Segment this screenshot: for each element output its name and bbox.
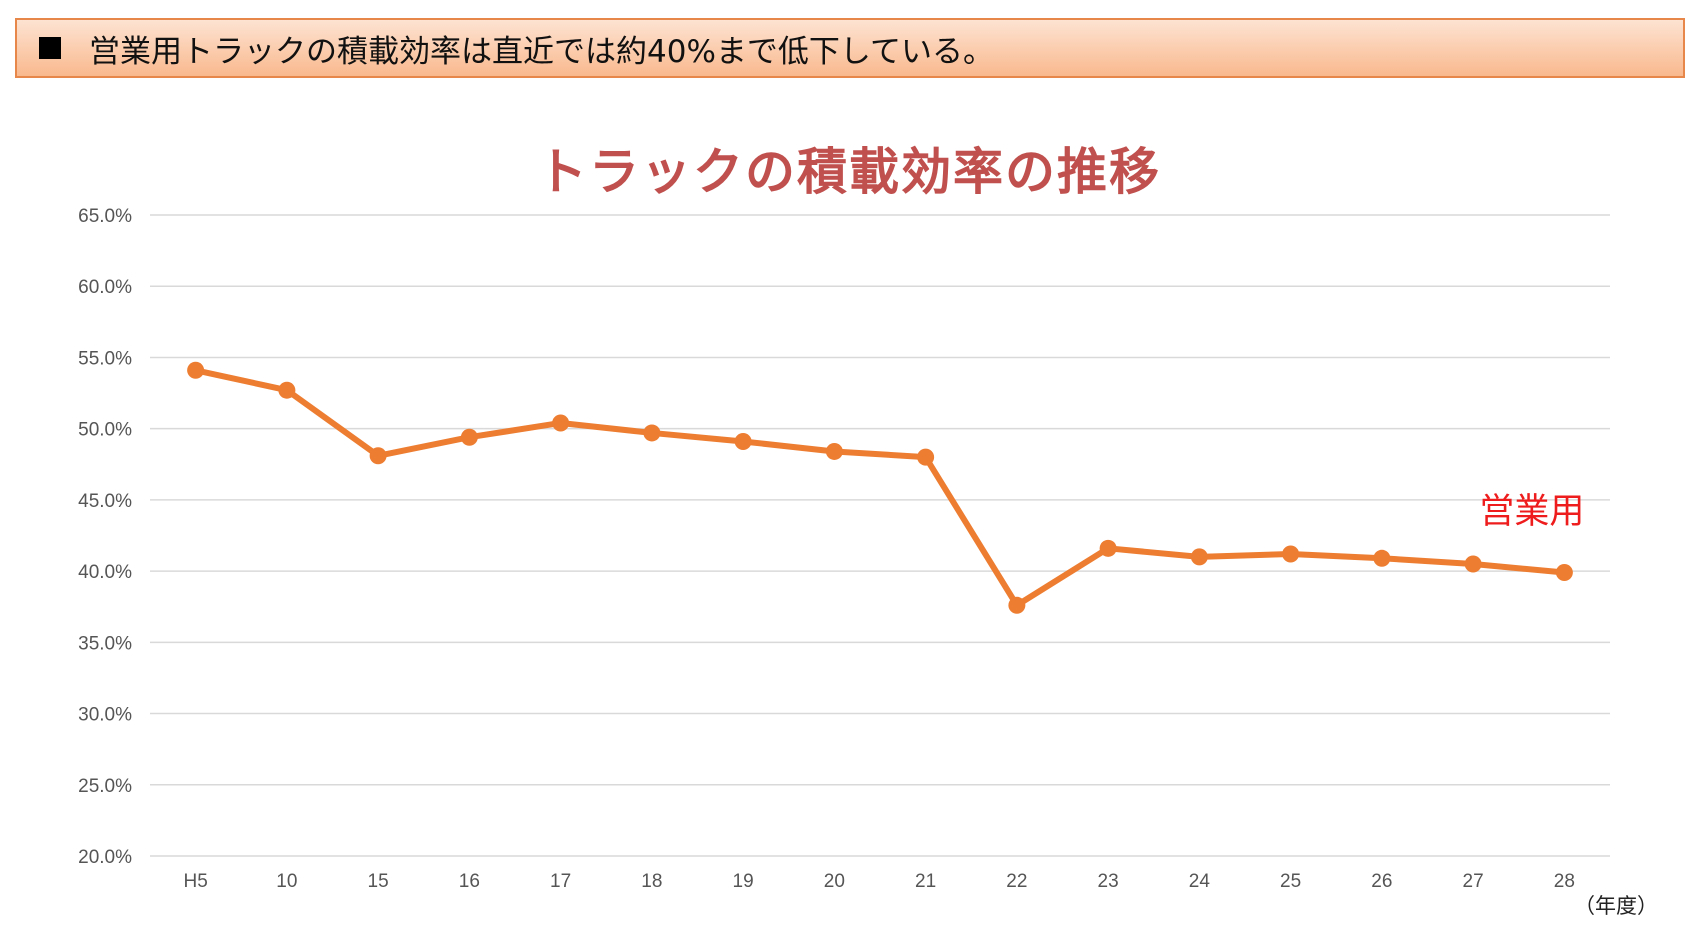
x-unit-label: （年度）	[1574, 894, 1658, 918]
x-tick-label: 25	[1280, 871, 1301, 892]
data-point	[825, 442, 843, 460]
data-point	[1555, 564, 1573, 582]
data-point	[460, 428, 478, 446]
x-tick-label: 10	[276, 871, 297, 892]
x-tick-label: 19	[733, 871, 754, 892]
x-tick-label: 24	[1189, 871, 1211, 892]
x-tick-label: 18	[641, 871, 662, 892]
data-point	[552, 414, 570, 432]
data-point	[917, 448, 935, 466]
y-tick-label: 55.0%	[78, 348, 132, 369]
data-point	[1373, 549, 1391, 567]
y-tick-label: 50.0%	[78, 420, 132, 441]
grid-lines	[150, 214, 1610, 857]
x-tick-label: 26	[1371, 871, 1392, 892]
data-point	[1008, 596, 1026, 614]
series-group	[187, 361, 1573, 614]
y-tick-label: 35.0%	[78, 633, 132, 654]
x-tick-label: 28	[1554, 871, 1575, 892]
data-point	[643, 424, 661, 442]
data-point	[187, 361, 205, 379]
banner-text: 営業用トラックの積載効率は直近では約40%まで低下している。	[89, 33, 994, 70]
x-tick-label: 22	[1006, 871, 1027, 892]
data-point	[1190, 548, 1208, 566]
y-tick-label: 65.0%	[78, 206, 132, 227]
data-point	[369, 447, 387, 465]
chart-title: トラックの積載効率の推移	[537, 143, 1161, 201]
series-line	[192, 367, 1568, 609]
x-tick-label: 23	[1098, 871, 1119, 892]
x-axis-ticks: H5 10 15 16 17 18 19 20 21 22 23 24 25 26 27 28	[183, 871, 1574, 892]
y-tick-label: 45.0%	[78, 491, 132, 512]
y-tick-label: 60.0%	[78, 277, 132, 298]
series-label: 営業用	[1479, 492, 1584, 532]
square-bullet-icon	[39, 37, 61, 59]
y-tick-label: 40.0%	[78, 562, 132, 583]
data-point	[1282, 545, 1300, 563]
data-point	[1464, 555, 1482, 573]
y-tick-label: 20.0%	[78, 847, 132, 868]
data-point	[1099, 539, 1117, 557]
data-point	[734, 432, 752, 450]
x-tick-label: 17	[550, 871, 571, 892]
x-tick-label: 16	[459, 871, 480, 892]
y-axis-ticks: 20.0% 25.0% 30.0% 35.0% 40.0% 45.0% 50.0% 55.0%…	[78, 206, 132, 868]
x-tick-label: 20	[824, 871, 845, 892]
x-tick-label: 15	[368, 871, 389, 892]
y-tick-label: 25.0%	[78, 776, 132, 797]
data-point	[278, 381, 296, 399]
y-tick-label: 30.0%	[78, 705, 132, 726]
x-tick-label: H5	[183, 871, 207, 892]
x-tick-label: 21	[915, 871, 936, 892]
header-banner: 営業用トラックの積載効率は直近では約40%まで低下している。	[15, 18, 1685, 78]
x-tick-label: 27	[1463, 871, 1484, 892]
